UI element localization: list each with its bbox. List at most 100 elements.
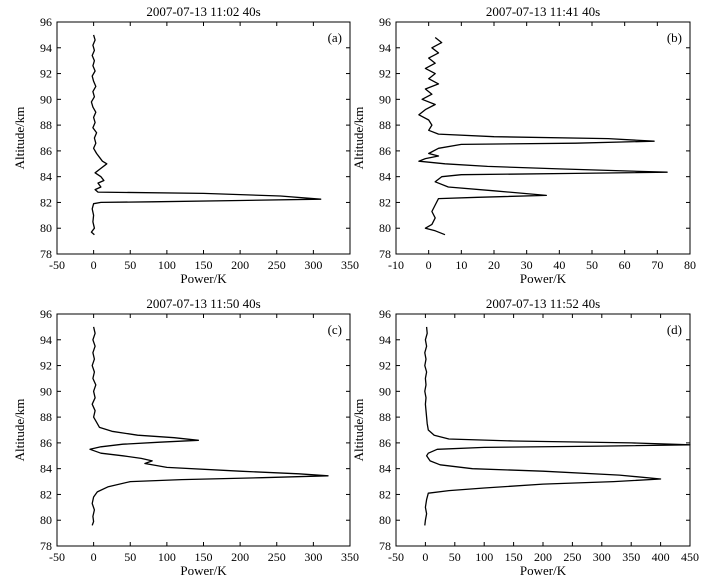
chart-0-x-tick-label: 350 [341,258,359,272]
chart-0-x-tick-label: 150 [195,258,213,272]
chart-3-x-tick-label: 400 [652,550,670,564]
chart-0-x-tick-label: 300 [304,258,322,272]
chart-0-panel-label: (a) [328,30,342,45]
chart-3-y-tick-label: 82 [379,487,391,501]
chart-1-y-axis-label: Altitude/km [351,107,366,170]
chart-3-x-tick-label: 350 [622,550,640,564]
chart-3-x-axis-label: Power/K [520,563,567,578]
chart-1-y-tick-label: 84 [379,170,391,184]
chart-3-x-tick-label: 50 [449,550,461,564]
chart-2-x-tick-label: -50 [49,550,65,564]
chart-1-x-tick-label: -10 [388,258,404,272]
chart-3-plot-frame [395,313,691,547]
chart-3-y-tick-label: 80 [379,513,391,527]
chart-0-y-axis-label: Altitude/km [12,107,27,170]
chart-1-title: 2007-07-13 11:41 40s [486,4,600,19]
chart-0-title: 2007-07-13 11:02 40s [146,4,260,19]
chart-0-y-tick-label: 80 [40,221,52,235]
chart-2-x-tick-label: 350 [341,550,359,564]
chart-2-plot-frame [56,313,351,547]
chart-2-series-0-line [89,326,329,526]
chart-1-x-tick-label: 20 [488,258,500,272]
chart-1-plot-frame [395,21,691,255]
chart-2-y-tick-label: 78 [40,539,52,553]
panel-c: -50 0 50 100 150 200 250 300 350 78 80 82 84 86 88 90 92… [12,296,359,578]
chart-3-y-tick-label: 88 [379,410,391,424]
chart-3-y-tick-label: 96 [379,307,391,321]
chart-0-series-0-line [90,34,322,236]
chart-3-panel-label: (d) [667,322,682,337]
chart-3-x-tick-label: 300 [593,550,611,564]
chart-0-x-tick-label: 200 [231,258,249,272]
chart-3-series-0-line [424,326,691,526]
chart-1-x-tick-label: 70 [651,258,663,272]
chart-2-y-tick-label: 94 [40,333,52,347]
chart-3-x-tick-label: 0 [422,550,428,564]
chart-2-y-axis-label: Altitude/km [12,399,27,462]
chart-0-x-tick-label: 0 [91,258,97,272]
chart-2-y-tick-label: 84 [40,462,52,476]
chart-3-y-tick-label: 78 [379,539,391,553]
chart-2-x-tick-label: 250 [268,550,286,564]
chart-1-x-tick-label: 40 [553,258,565,272]
chart-3-y-tick-label: 84 [379,462,391,476]
chart-0-y-tick-label: 82 [40,195,52,209]
chart-0-y-tick-label: 96 [40,15,52,29]
chart-2-x-tick-label: 100 [158,550,176,564]
chart-2-x-tick-label: 200 [231,550,249,564]
chart-2-y-tick-label: 92 [40,359,52,373]
chart-2-panel-label: (c) [328,322,342,337]
chart-0-x-tick-label: 250 [268,258,286,272]
chart-0-y-tick-label: 88 [40,118,52,132]
chart-1-y-tick-label: 88 [379,118,391,132]
chart-1-y-tick-label: 82 [379,195,391,209]
chart-1-x-tick-label: 10 [455,258,467,272]
chart-3-x-tick-label: 100 [475,550,493,564]
chart-3-y-tick-label: 90 [379,384,391,398]
chart-3-y-tick-label: 94 [379,333,391,347]
chart-3-x-tick-label: 200 [534,550,552,564]
chart-2-y-tick-label: 88 [40,410,52,424]
chart-1-x-tick-label: 50 [586,258,598,272]
panel-b: -10 0 10 20 30 40 50 60 70 80 78 80 82 84 86 88 90 92 94 96… [351,4,696,286]
chart-0-x-tick-label: -50 [49,258,65,272]
chart-2-title: 2007-07-13 11:50 40s [146,296,260,311]
panel-a: -50 0 50 100 150 200 250 300 350 78 80 82 84 86 88 90 92… [12,4,359,286]
chart-2-y-tick-label: 96 [40,307,52,321]
chart-3-x-tick-label: -50 [388,550,404,564]
chart-1-x-tick-label: 0 [426,258,432,272]
chart-1-x-tick-label: 30 [521,258,533,272]
chart-3-x-tick-label: 150 [505,550,523,564]
chart-0-y-tick-label: 78 [40,247,52,261]
chart-0-y-tick-label: 90 [40,92,52,106]
chart-3-title: 2007-07-13 11:52 40s [486,296,600,311]
chart-3-y-tick-label: 92 [379,359,391,373]
chart-2-x-tick-label: 50 [124,550,136,564]
chart-1-x-tick-label: 80 [684,258,696,272]
chart-2-x-axis-label: Power/K [180,563,227,578]
chart-0-plot-frame [56,21,351,255]
chart-1-y-tick-label: 94 [379,41,391,55]
chart-2-y-tick-label: 82 [40,487,52,501]
chart-1-x-tick-label: 60 [619,258,631,272]
chart-2-x-tick-label: 150 [195,550,213,564]
chart-3-y-axis-label: Altitude/km [351,399,366,462]
chart-0-y-tick-label: 84 [40,170,52,184]
chart-1-series-0-line [418,36,668,236]
chart-0-y-tick-label: 86 [40,144,52,158]
chart-2-y-tick-label: 90 [40,384,52,398]
chart-1-y-tick-label: 96 [379,15,391,29]
chart-3-x-tick-label: 450 [681,550,699,564]
chart-2-x-tick-label: 0 [91,550,97,564]
chart-0-y-tick-label: 92 [40,67,52,81]
chart-1-panel-label: (b) [667,30,682,45]
chart-0-y-tick-label: 94 [40,41,52,55]
chart-0-x-tick-label: 100 [158,258,176,272]
chart-0-x-tick-label: 50 [124,258,136,272]
chart-0-x-axis-label: Power/K [180,271,227,286]
chart-1-x-axis-label: Power/K [520,271,567,286]
chart-1-y-tick-label: 80 [379,221,391,235]
panel-d: -50 0 50 100 150 200 250 300 350 400 450 78 80 82 84 86… [351,296,699,578]
chart-1-y-tick-label: 86 [379,144,391,158]
